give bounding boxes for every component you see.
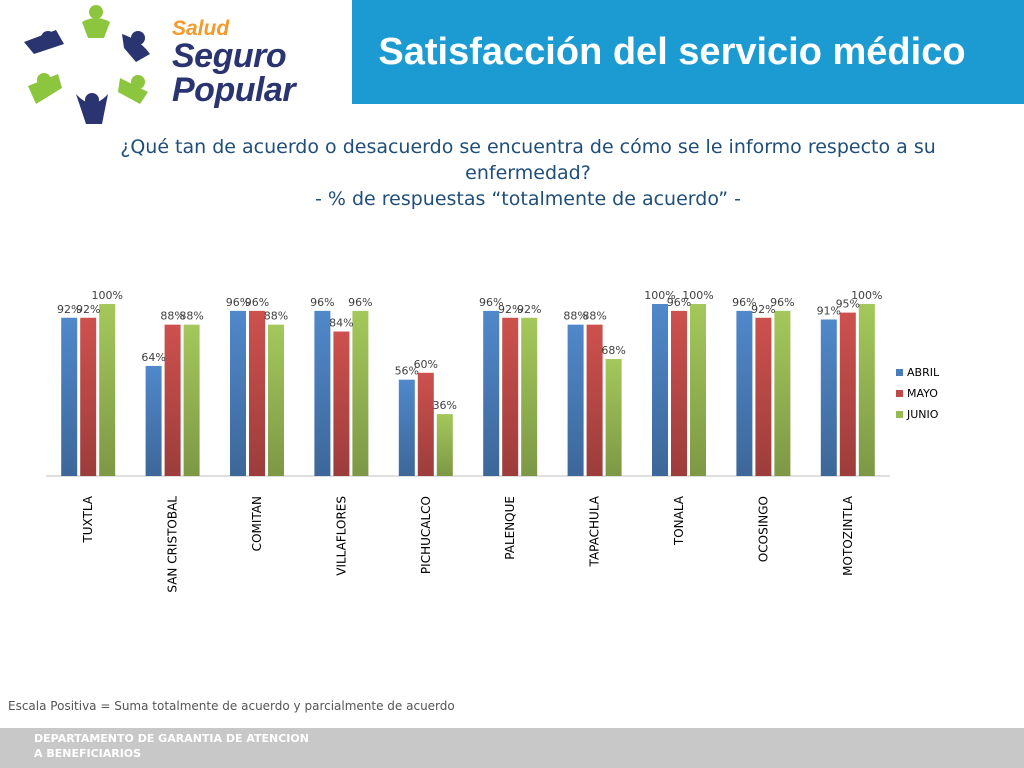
bar-junio-palenque <box>521 317 538 476</box>
data-label-junio-tapachula: 68% <box>601 344 625 357</box>
bar-junio-villaflores <box>352 310 369 476</box>
data-label-abril-san-cristobal: 64% <box>141 351 165 364</box>
legend-label-mayo: MAYO <box>907 387 938 400</box>
data-label-mayo-ocosingo: 92% <box>751 303 775 316</box>
bar-abril-tuxtla <box>61 317 78 476</box>
bar-abril-tapachula <box>567 324 584 476</box>
bar-mayo-tuxtla <box>80 317 97 476</box>
data-label-mayo-tonala: 96% <box>667 296 691 309</box>
data-label-abril-pichucalco: 56% <box>395 365 419 378</box>
bar-abril-tonala <box>652 304 668 476</box>
logo-popular-text: Popular <box>172 71 296 109</box>
bar-mayo-palenque <box>502 317 519 476</box>
category-label-ocosingo: OCOSINGO <box>756 496 770 562</box>
bar-mayo-san-cristobal <box>164 324 181 476</box>
question-block: ¿Qué tan de acuerdo o desacuerdo se encu… <box>100 134 956 212</box>
bar-junio-san-cristobal <box>183 324 200 476</box>
bar-abril-motozintla <box>820 319 837 476</box>
question-line-3: - % de respuestas “totalmente de acuerdo… <box>314 188 742 210</box>
logo-figure-bottom <box>76 93 108 124</box>
data-label-abril-motozintla: 91% <box>817 304 841 317</box>
data-label-junio-palenque: 92% <box>517 303 541 316</box>
bar-abril-comitan <box>230 310 246 476</box>
bar-mayo-tonala <box>671 310 687 476</box>
bar-mayo-comitan <box>249 310 265 476</box>
title-bar: Satisfacción del servicio médico <box>352 0 1024 104</box>
page-title: Satisfacción del servicio médico <box>378 30 966 73</box>
logo-salud-text: Salud <box>172 17 230 40</box>
logo-figure-top <box>82 5 110 38</box>
bar-chart: 92%92%100%64%88%88%96%96%88%96%84%96%56%… <box>46 289 940 593</box>
category-label-tonala: TONALA <box>672 495 686 546</box>
bar-junio-ocosingo <box>774 310 791 476</box>
data-label-abril-palenque: 96% <box>479 296 503 309</box>
data-label-mayo-palenque: 92% <box>498 303 522 316</box>
bar-junio-tonala <box>690 304 706 476</box>
category-label-palenque: PALENQUE <box>503 496 517 560</box>
bar-abril-pichucalco <box>398 379 415 476</box>
bar-mayo-tapachula <box>586 324 603 476</box>
bar-junio-tapachula <box>605 359 622 476</box>
data-label-junio-villaflores: 96% <box>348 296 372 309</box>
category-label-tuxtla: TUXTLA <box>81 495 95 543</box>
category-label-tapachula: TAPACHULA <box>588 495 602 567</box>
logo-seguro-text: Seguro <box>172 37 287 75</box>
data-label-abril-ocosingo: 96% <box>732 296 756 309</box>
legend-label-junio: JUNIO <box>906 408 939 421</box>
legend-label-abril: ABRIL <box>907 366 940 379</box>
data-label-abril-villaflores: 96% <box>310 296 334 309</box>
data-label-abril-tuxtla: 92% <box>57 303 81 316</box>
logo: Salud Seguro Popular <box>0 0 352 130</box>
legend-swatch-mayo <box>896 390 903 397</box>
data-label-mayo-villaflores: 84% <box>329 317 353 330</box>
bar-abril-san-cristobal <box>145 365 162 476</box>
data-label-abril-tapachula: 88% <box>563 310 587 323</box>
category-label-pichucalco: PICHUCALCO <box>419 496 433 574</box>
data-label-abril-comitan: 96% <box>226 296 250 309</box>
question-line-2: enfermedad? <box>465 162 591 184</box>
bar-mayo-villaflores <box>333 331 350 476</box>
footer: DEPARTAMENTO DE GARANTIA DE ATENCION A B… <box>0 728 1024 768</box>
logo-figure-left <box>24 30 64 54</box>
bar-abril-palenque <box>483 310 500 476</box>
data-label-junio-comitan: 88% <box>264 310 288 323</box>
bar-junio-tuxtla <box>99 304 116 476</box>
category-label-san-cristobal: SAN CRISTOBAL <box>166 496 180 593</box>
data-label-junio-tonala: 100% <box>682 289 713 302</box>
bar-junio-pichucalco <box>436 414 453 476</box>
logo-figures-icon <box>24 5 150 124</box>
data-label-abril-tonala: 100% <box>644 289 675 302</box>
category-label-villaflores: VILLAFLORES <box>334 496 348 576</box>
legend-swatch-abril <box>896 369 903 376</box>
logo-figure-right <box>122 31 150 62</box>
data-label-junio-san-cristobal: 88% <box>179 310 203 323</box>
question-line-1: ¿Qué tan de acuerdo o desacuerdo se encu… <box>120 136 936 158</box>
bar-abril-ocosingo <box>736 310 753 476</box>
data-label-mayo-motozintla: 95% <box>836 298 860 311</box>
legend-swatch-junio <box>896 411 903 418</box>
logo-figure-bottom-left <box>28 73 62 104</box>
bar-abril-villaflores <box>314 310 331 476</box>
bar-mayo-motozintla <box>839 312 856 476</box>
footer-line-1: DEPARTAMENTO DE GARANTIA DE ATENCION <box>34 732 309 745</box>
data-label-junio-tuxtla: 100% <box>91 289 122 302</box>
footnote: Escala Positiva = Suma totalmente de acu… <box>8 699 455 713</box>
bar-junio-comitan <box>268 324 284 476</box>
footer-line-2: A BENEFICIARIOS <box>34 747 142 760</box>
bar-mayo-pichucalco <box>417 372 434 476</box>
data-label-mayo-tapachula: 88% <box>582 310 606 323</box>
bar-junio-motozintla <box>858 304 875 476</box>
logo-figure-bottom-right <box>118 75 148 104</box>
data-label-mayo-pichucalco: 60% <box>414 358 438 371</box>
data-label-junio-pichucalco: 36% <box>433 399 457 412</box>
category-label-motozintla: MOTOZINTLA <box>841 495 855 576</box>
data-label-mayo-san-cristobal: 88% <box>160 310 184 323</box>
bar-mayo-ocosingo <box>755 317 772 476</box>
data-label-mayo-tuxtla: 92% <box>76 303 100 316</box>
data-label-junio-motozintla: 100% <box>851 289 882 302</box>
category-label-comitan: COMITAN <box>250 496 264 551</box>
data-label-mayo-comitan: 96% <box>245 296 269 309</box>
data-label-junio-ocosingo: 96% <box>770 296 794 309</box>
